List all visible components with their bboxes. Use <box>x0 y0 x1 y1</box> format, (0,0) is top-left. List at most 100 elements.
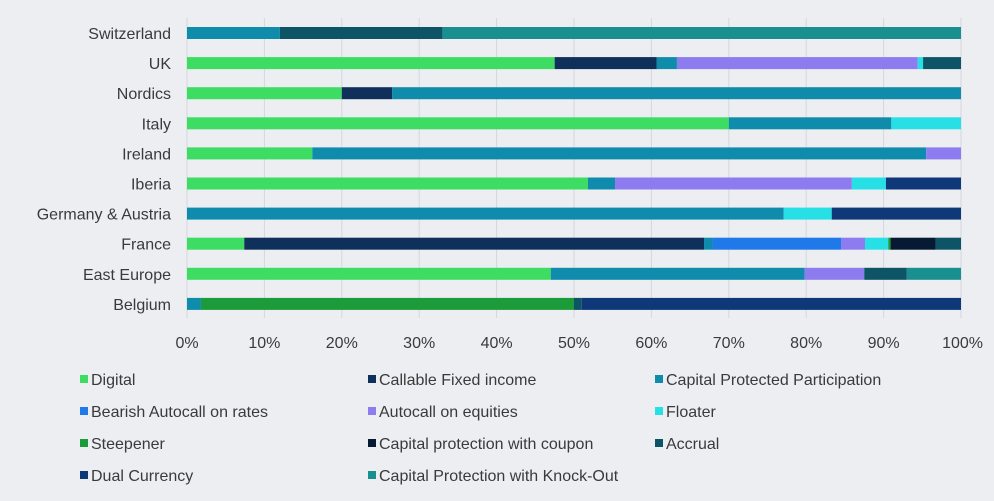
category-label: Italy <box>142 116 171 133</box>
legend-item: Autocall on equities <box>368 404 518 421</box>
category-label: Belgium <box>113 297 171 314</box>
bar-segment <box>187 57 555 70</box>
legend-label: Floater <box>666 404 716 421</box>
x-tick-label: 70% <box>713 335 745 352</box>
category-label: Germany & Austria <box>37 207 171 224</box>
legend-swatch <box>80 471 88 479</box>
bar-segment <box>906 267 961 280</box>
legend-label: Capital Protection with Knock-Out <box>379 468 619 485</box>
bar-segment <box>890 237 936 250</box>
bar-segment <box>935 237 961 250</box>
bar-segment <box>851 177 886 190</box>
x-tick-label: 10% <box>248 335 280 352</box>
legend-label: Dual Currency <box>91 468 193 485</box>
legend-label: Digital <box>91 372 135 389</box>
legend-item: Capital protection with coupon <box>368 436 593 453</box>
bar-segment <box>923 57 961 70</box>
legend-item: Callable Fixed income <box>368 372 537 389</box>
bar-segment <box>885 177 961 190</box>
category-label: Iberia <box>131 177 171 194</box>
legend-label: Capital protection with coupon <box>379 436 593 453</box>
bar-segment <box>244 237 705 250</box>
bar-segment <box>187 177 588 190</box>
x-tick-label: 40% <box>481 335 513 352</box>
x-tick-label: 50% <box>558 335 590 352</box>
legend-item: Bearish Autocall on rates <box>80 404 268 421</box>
bar-segment <box>200 297 574 310</box>
bar-segment <box>550 267 805 280</box>
bar-segment <box>187 87 342 100</box>
bar-segment <box>587 177 616 190</box>
legend-label: Autocall on equities <box>379 404 518 421</box>
legend-swatch <box>655 407 663 415</box>
bar-segment <box>392 87 961 100</box>
bar-segment <box>656 57 677 70</box>
bar-segment <box>865 237 889 250</box>
bar-segment <box>712 237 842 250</box>
legend-item: Digital <box>80 372 135 389</box>
legend-swatch <box>80 407 88 415</box>
bar-segment <box>581 297 961 310</box>
category-label: UK <box>149 56 172 73</box>
bar-segment <box>704 237 713 250</box>
x-tick-label: 60% <box>635 335 667 352</box>
bar-segment <box>187 147 313 160</box>
x-tick-label: 30% <box>403 335 435 352</box>
legend: Digital Callable Fixed income Capital Prot… <box>80 372 881 485</box>
legend-item: Capital Protected Participation <box>655 372 881 389</box>
bar-segment <box>187 267 551 280</box>
bar-segment <box>783 207 832 220</box>
x-tick-label: 0% <box>175 335 198 352</box>
category-label: France <box>121 237 171 254</box>
legend-label: Capital Protected Participation <box>666 372 881 389</box>
category-label: Ireland <box>122 146 171 163</box>
legend-swatch <box>368 375 376 383</box>
bar-segment <box>831 207 961 220</box>
legend-swatch <box>655 375 663 383</box>
x-tick-labels: 0% 10% 20% 30% 40% 50% 60% 70% 80% 90% 100% <box>175 335 983 352</box>
bar-segment <box>187 297 201 310</box>
bar-segment <box>926 147 961 160</box>
bar-segment <box>187 237 245 250</box>
legend-swatch <box>368 471 376 479</box>
legend-label: Callable Fixed income <box>379 372 537 389</box>
bar-segment <box>615 177 852 190</box>
bar-segment <box>341 87 393 100</box>
legend-label: Bearish Autocall on rates <box>91 404 268 421</box>
bar-segment <box>917 57 924 70</box>
bar-segment <box>574 297 582 310</box>
category-label: Nordics <box>117 86 171 103</box>
category-labels: Switzerland UK Nordics Italy Ireland Iberia Ge… <box>37 26 172 314</box>
legend-item: Floater <box>655 404 716 421</box>
bar-segment <box>728 117 892 130</box>
legend-swatch <box>368 439 376 447</box>
bar-segment <box>187 27 280 39</box>
bar-segment <box>888 237 891 250</box>
legend-item: Accrual <box>655 436 719 453</box>
bar-segment <box>279 27 443 39</box>
legend-label: Steepener <box>91 436 166 453</box>
legend-item: Steepener <box>80 436 166 453</box>
bar-segment <box>554 57 657 70</box>
x-tick-label: 100% <box>942 335 983 352</box>
bar-segment <box>676 57 918 70</box>
legend-swatch <box>80 375 88 383</box>
legend-swatch <box>655 439 663 447</box>
legend-swatch <box>80 439 88 447</box>
bar-segment <box>187 117 729 130</box>
x-tick-label: 20% <box>326 335 358 352</box>
bar-segment <box>187 207 784 220</box>
legend-item: Dual Currency <box>80 468 193 485</box>
bar-segment <box>804 267 865 280</box>
bars <box>187 27 961 310</box>
x-tick-label: 90% <box>868 335 900 352</box>
bar-segment <box>312 147 927 160</box>
bar-segment <box>864 267 907 280</box>
category-label: Switzerland <box>88 26 171 43</box>
bar-segment <box>442 27 961 39</box>
category-label: East Europe <box>83 267 171 284</box>
legend-item: Capital Protection with Knock-Out <box>368 468 619 485</box>
bar-segment <box>841 237 866 250</box>
